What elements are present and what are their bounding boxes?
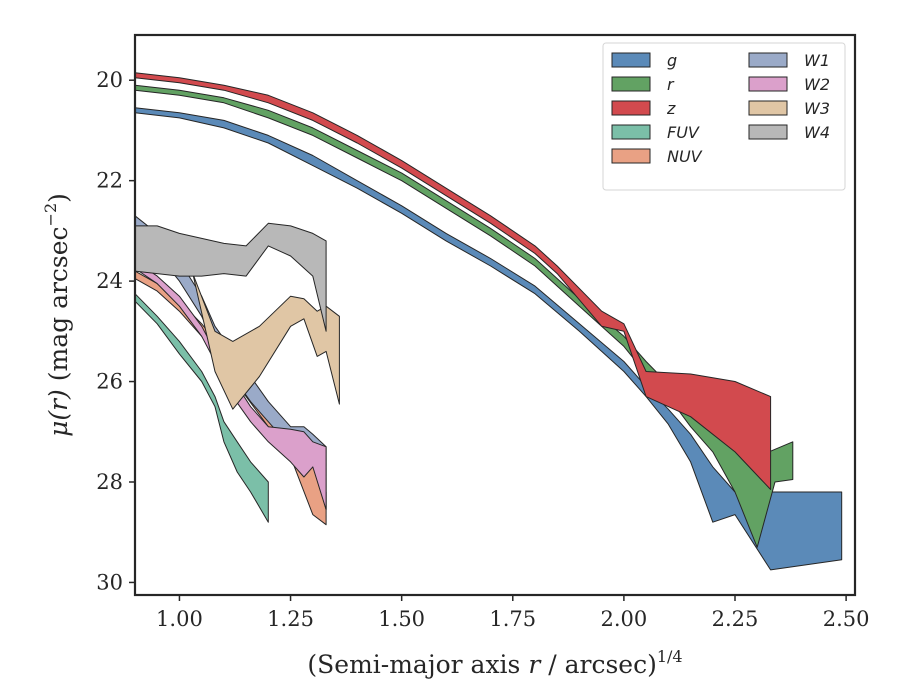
x-tick-label: 1.75	[489, 607, 536, 631]
legend-label-w1: W1	[804, 51, 830, 70]
y-tick-label: 24	[96, 269, 123, 293]
legend-label-w4: W4	[804, 123, 830, 142]
legend-label-z: z	[666, 99, 676, 118]
series-band-z	[134, 72, 772, 490]
legend-swatch-w2	[748, 76, 788, 92]
legend-label-r: r	[667, 75, 675, 94]
legend-swatch-w3	[748, 100, 788, 116]
series-band-fuv	[134, 293, 269, 523]
legend-label-w2: W2	[804, 75, 830, 94]
ticks-layer: 1.00 1.25 1.50 1.75 2.00 2.25 2.50 20 22 24 26 28 30	[96, 68, 869, 631]
series-layer	[134, 72, 843, 571]
legend: grz FUV NUV W1 W2 W3 W4	[602, 42, 846, 191]
legend-swatch-w1	[748, 52, 788, 68]
x-tick-label: 2.50	[823, 607, 870, 631]
legend-label-nuv: NUV	[667, 147, 703, 166]
x-tick-label: 2.25	[712, 607, 759, 631]
legend-swatch-fuv	[611, 124, 651, 140]
legend-swatch-r	[611, 76, 651, 92]
legend-swatch-z	[611, 100, 651, 116]
x-tick-label: 1.25	[267, 607, 314, 631]
series-band-w3	[192, 273, 340, 410]
legend-label-fuv: FUV	[667, 123, 700, 142]
x-tick-label: 2.00	[601, 607, 648, 631]
y-tick-label: 22	[96, 169, 123, 193]
y-axis-label: μ(r) (mag arcsec−2)	[41, 193, 73, 437]
legend-label-g: g	[667, 51, 677, 70]
y-tick-label: 28	[96, 470, 123, 494]
plot-frame	[133, 33, 857, 597]
legend-swatch-w4	[748, 124, 788, 140]
series-band-g	[134, 107, 843, 571]
y-tick-label: 30	[96, 570, 123, 594]
series-band-r	[134, 84, 794, 548]
series-band-w4	[134, 222, 327, 332]
legend-swatch-nuv	[611, 148, 651, 164]
x-axis-label: (Semi-major axis r / arcsec)1/4	[307, 647, 682, 679]
y-tick-label: 20	[96, 68, 123, 92]
legend-label-w3: W3	[804, 99, 830, 118]
y-tick-label: 26	[96, 370, 123, 394]
x-tick-label: 1.50	[378, 607, 425, 631]
legend-swatch-g	[611, 52, 651, 68]
x-tick-label: 1.00	[156, 607, 203, 631]
